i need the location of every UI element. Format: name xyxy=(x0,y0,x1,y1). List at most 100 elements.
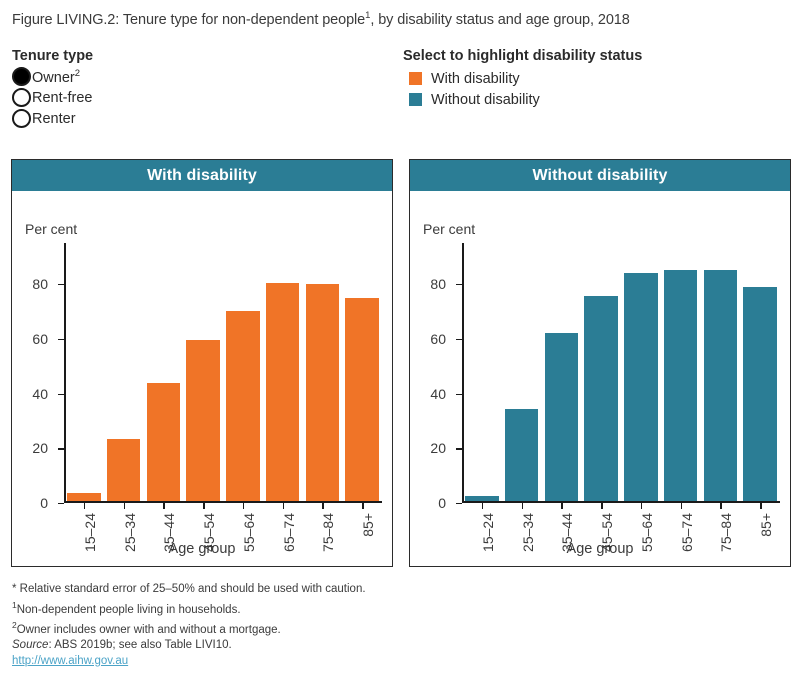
y-axis-tick: 0 xyxy=(438,495,462,511)
bar[interactable] xyxy=(584,296,618,502)
y-axis-tick-label: 60 xyxy=(430,330,446,347)
y-axis-tick-label: 40 xyxy=(430,385,446,402)
y-axis-line-right xyxy=(462,243,464,503)
bar[interactable] xyxy=(146,382,181,502)
bar[interactable] xyxy=(106,439,141,502)
footnote-1-marker: 1 xyxy=(12,599,17,610)
x-axis-title-right: Age group xyxy=(566,541,634,557)
x-axis-tick xyxy=(123,503,126,509)
bar[interactable] xyxy=(504,408,539,502)
x-axis-tick xyxy=(481,503,484,509)
legend-swatch-icon xyxy=(409,93,422,106)
y-axis-tick: 80 xyxy=(32,276,64,292)
x-axis-tick xyxy=(163,503,165,509)
bar[interactable] xyxy=(624,273,658,502)
footnote-2-text: Owner includes owner with and without a … xyxy=(16,623,281,636)
bar[interactable] xyxy=(67,493,101,502)
bar[interactable] xyxy=(345,298,379,502)
bar[interactable] xyxy=(663,269,698,502)
x-axis-tick xyxy=(242,503,245,509)
radio-unselected-icon[interactable] xyxy=(12,88,31,107)
y-axis-tick-label: 60 xyxy=(32,330,48,347)
footnote-1-text: Non-dependent people living in household… xyxy=(16,603,241,616)
x-axis-tick xyxy=(203,503,205,509)
y-axis-tick: 0 xyxy=(40,495,64,511)
plot-area-with-disability: 0 20 40 60 80 15–24 25–34 35–44 45–54 55–64 65–74 7… xyxy=(32,243,382,552)
disability-status-legend-heading: Select to highlight disability status xyxy=(403,48,643,64)
aihw-website-link[interactable]: http://www.aihw.gov.au xyxy=(12,654,129,667)
source-text: : ABS 2019b; see also Table LIVI10. xyxy=(48,639,232,652)
y-axis-tick-label: 0 xyxy=(40,495,48,511)
tenure-option-label: Owner2 xyxy=(32,67,81,86)
legend-item-with-disability[interactable]: With disability xyxy=(409,68,540,89)
bar[interactable] xyxy=(265,282,300,502)
radio-unselected-icon[interactable] xyxy=(12,109,31,128)
y-axis-line-left xyxy=(64,243,66,503)
panel-body-without-disability: Per cent 0 20 40 60 80 15–24 25–34 35–44 45–54 55… xyxy=(410,191,790,565)
chart-panel-without-disability: Without disability Per cent 0 20 40 60 80 15–… xyxy=(409,159,791,567)
footnote-1: 1Non-dependent people living in househol… xyxy=(12,598,366,618)
y-axis-unit-label-right: Per cent xyxy=(423,221,476,237)
page-title-prefix: Figure LIVING.2: Tenure type for non-dep… xyxy=(12,11,366,28)
plot-area-without-disability: 0 20 40 60 80 15–24 25–34 35–44 45–54 55–64 65–74 7… xyxy=(430,243,780,552)
y-axis-tick: 20 xyxy=(430,440,462,456)
tenure-option-rent-free[interactable]: Rent-free xyxy=(12,87,92,108)
tenure-option-label: Rent-free xyxy=(32,89,93,106)
x-axis-tick xyxy=(83,503,86,509)
footnotes: * Relative standard error of 25–50% and … xyxy=(12,582,366,669)
x-axis-tick-label: 85+ xyxy=(758,513,775,537)
bar-series-without-disability xyxy=(462,243,780,503)
legend-item-label: Without disability xyxy=(431,91,540,108)
footnote-2: 2Owner includes owner with and without a… xyxy=(12,618,366,638)
bar[interactable] xyxy=(703,269,738,502)
x-axis-tick xyxy=(720,503,722,509)
y-axis-tick: 80 xyxy=(430,276,462,292)
x-axis-tick xyxy=(760,503,762,509)
panel-body-with-disability: Per cent 0 20 40 60 80 15–24 25–34 35–44 45–54 55… xyxy=(12,191,392,565)
footnote-source: Source: ABS 2019b; see also Table LIVI10… xyxy=(12,638,366,654)
tenure-option-label: Renter xyxy=(32,110,76,127)
footnote-2-marker: 2 xyxy=(12,619,17,630)
x-axis-tick xyxy=(640,503,643,509)
x-axis-tick xyxy=(282,503,285,509)
panel-header-without-disability: Without disability xyxy=(410,160,790,191)
source-label: Source xyxy=(12,639,49,652)
y-axis-tick-label: 20 xyxy=(430,440,446,457)
x-axis-tick xyxy=(322,503,324,509)
bar[interactable] xyxy=(186,339,220,502)
bar[interactable] xyxy=(544,333,579,502)
tenure-option-renter[interactable]: Renter xyxy=(12,108,92,129)
legend-item-without-disability[interactable]: Without disability xyxy=(409,89,540,110)
y-axis-tick-label: 80 xyxy=(32,276,48,293)
tenure-option-owner[interactable]: Owner2 xyxy=(12,66,92,87)
tenure-type-heading: Tenure type xyxy=(12,48,94,64)
bar[interactable] xyxy=(226,310,260,502)
bar[interactable] xyxy=(305,284,340,502)
x-axis-line-left xyxy=(64,501,382,503)
bar[interactable] xyxy=(465,496,499,502)
legend-swatch-icon xyxy=(409,72,422,85)
x-axis-tick-label: 85+ xyxy=(360,513,377,537)
x-axis-title-left: Age group xyxy=(168,541,236,557)
bar-series-with-disability xyxy=(64,243,382,503)
x-axis-tick xyxy=(362,503,364,509)
y-axis-tick: 60 xyxy=(32,331,64,347)
page-title-suffix: , by disability status and age group, 20… xyxy=(370,11,630,28)
x-axis-tick xyxy=(521,503,524,509)
tenure-option-superscript: 2 xyxy=(74,67,81,79)
y-axis-tick-label: 40 xyxy=(32,385,48,402)
chart-panel-with-disability: With disability Per cent 0 20 40 60 80 15–24 2… xyxy=(11,159,393,567)
x-axis-tick xyxy=(561,503,563,509)
footnote-asterisk: * Relative standard error of 25–50% and … xyxy=(12,583,366,595)
page-title: Figure LIVING.2: Tenure type for non-dep… xyxy=(12,10,630,28)
y-axis-unit-label-left: Per cent xyxy=(25,221,78,237)
bar[interactable] xyxy=(743,287,777,502)
panel-header-with-disability: With disability xyxy=(12,160,392,191)
tenure-type-radio-group[interactable]: Owner2 Rent-free Renter xyxy=(12,66,92,129)
y-axis-tick: 40 xyxy=(32,386,64,402)
x-axis-line-right xyxy=(462,501,780,503)
disability-status-legend[interactable]: With disability Without disability xyxy=(409,68,540,110)
legend-item-label: With disability xyxy=(431,70,520,87)
radio-selected-icon[interactable] xyxy=(12,67,31,86)
